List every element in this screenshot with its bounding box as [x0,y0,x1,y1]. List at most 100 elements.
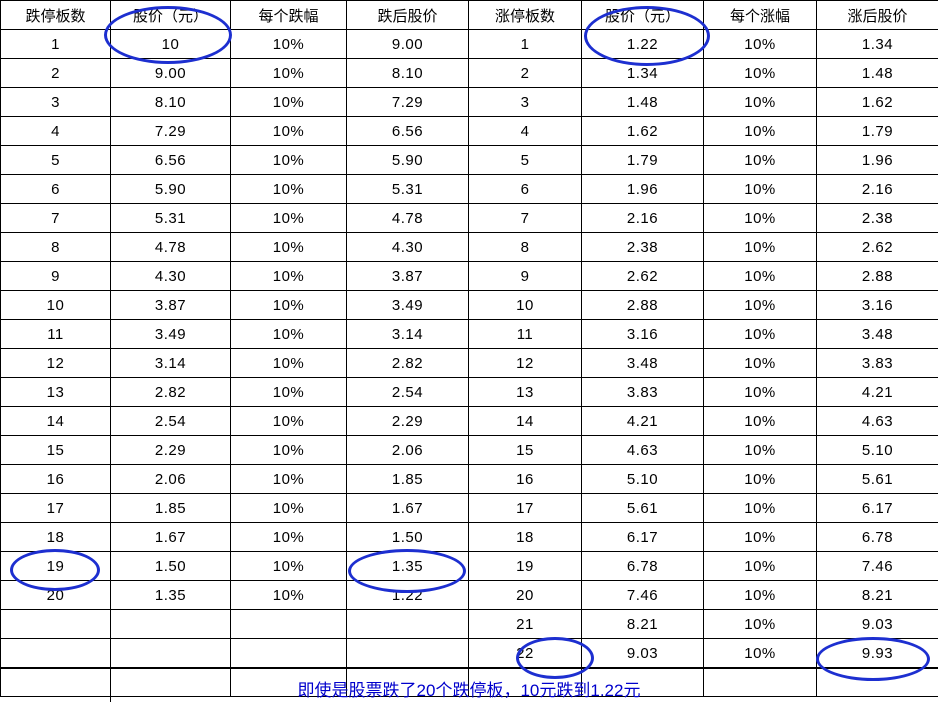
table-row: 17 5.61 10% 6.17 [468,493,938,523]
table-cell: 5.90 [110,174,231,204]
table-cell: 2.62 [581,261,704,291]
table-cell: 10% [703,116,817,146]
table-cell: 3 [0,87,111,117]
bottom-left-cell-divider [0,668,111,702]
table-row: 6 5.90 10% 5.31 [0,174,469,204]
table-cell [0,638,111,668]
table-cell: 6.78 [581,551,704,581]
column-header: 跌停板数 [0,0,111,30]
table-row: 1 10 10% 9.00 [0,29,469,59]
table-cell: 1.48 [581,87,704,117]
table-row: 15 4.63 10% 5.10 [468,435,938,465]
table-header-row: 跌停板数 股价（元） 每个跌幅 跌后股价 [0,0,469,30]
table-cell: 3.14 [346,319,469,349]
table-cell: 4.63 [816,406,938,436]
table-cell: 10% [703,290,817,320]
table-cell: 10% [230,174,347,204]
table-cell: 2.82 [346,348,469,378]
table-cell: 3.14 [110,348,231,378]
table-cell: 10% [703,638,817,668]
table-cell: 1.67 [110,522,231,552]
table-row: 1 1.22 10% 1.34 [468,29,938,59]
table-cell: 10% [230,522,347,552]
table-cell: 15 [468,435,582,465]
table-cell: 7.46 [581,580,704,610]
table-cell: 2.88 [581,290,704,320]
column-header: 跌后股价 [346,0,469,30]
table-cell: 21 [468,609,582,639]
table-cell: 10% [230,58,347,88]
table-cell: 5.90 [346,145,469,175]
table-row: 18 1.67 10% 1.50 [0,522,469,552]
table-cell: 1.35 [346,551,469,581]
table-cell: 10% [703,87,817,117]
table-cell: 2.29 [346,406,469,436]
table-cell: 3.16 [581,319,704,349]
table-cell: 4.21 [816,377,938,407]
table-cell: 10% [703,609,817,639]
table-cell: 11 [468,319,582,349]
table-cell: 17 [0,493,111,523]
table-row: 16 2.06 10% 1.85 [0,464,469,494]
table-cell: 5.31 [110,203,231,233]
table-row: 20 7.46 10% 8.21 [468,580,938,610]
right-table: 涨停板数 股价（元） 每个涨幅 涨后股价 1 1.22 10% 1.34 2 1.34 10% 1.4… [468,0,938,697]
table-cell: 1.34 [816,29,938,59]
table-cell: 10% [703,435,817,465]
column-header: 涨停板数 [468,0,582,30]
table-cell: 5.10 [816,435,938,465]
table-cell: 15 [0,435,111,465]
table-cell [346,609,469,639]
table-cell: 4 [0,116,111,146]
table-cell: 12 [468,348,582,378]
table-row: 8 2.38 10% 2.62 [468,232,938,262]
table-cell: 10% [703,58,817,88]
table-cell: 3.87 [346,261,469,291]
table-cell: 10% [703,580,817,610]
table-cell: 3.16 [816,290,938,320]
table-cell: 1.22 [581,29,704,59]
table-cell: 1 [468,29,582,59]
table-cell: 12 [0,348,111,378]
table-cell: 10% [230,493,347,523]
table-row: 18 6.17 10% 6.78 [468,522,938,552]
table-cell [230,638,347,668]
table-cell [230,609,347,639]
table-row [0,667,469,697]
table-cell: 10% [230,348,347,378]
table-cell: 10% [230,551,347,581]
table-cell: 10% [703,319,817,349]
table-cell: 2.38 [581,232,704,262]
table-cell: 4.21 [581,406,704,436]
table-cell: 4.30 [346,232,469,262]
table-cell: 10% [230,116,347,146]
table-cell: 10% [230,232,347,262]
table-row: 4 1.62 10% 1.79 [468,116,938,146]
table-cell: 2.38 [816,203,938,233]
table-cell: 16 [0,464,111,494]
table-cell: 2.06 [346,435,469,465]
table-cell: 2.06 [110,464,231,494]
table-cell: 6.17 [581,522,704,552]
table-cell: 1 [0,29,111,59]
table-cell: 10% [230,406,347,436]
table-cell: 10% [230,203,347,233]
table-cell: 5.31 [346,174,469,204]
table-cell: 5.10 [581,464,704,494]
table-cell: 3.87 [110,290,231,320]
table-cell: 10% [703,261,817,291]
table-cell: 10% [230,29,347,59]
table-row: 8 4.78 10% 4.30 [0,232,469,262]
column-header: 股价（元） [110,0,231,30]
table-cell: 9.00 [110,58,231,88]
table-cell: 1.50 [346,522,469,552]
table-cell: 8.21 [816,580,938,610]
table-cell [230,667,347,697]
table-cell: 2 [0,58,111,88]
table-row: 21 8.21 10% 9.03 [468,609,938,639]
table-cell: 3.83 [581,377,704,407]
table-cell: 10% [703,464,817,494]
table-cell: 1.79 [581,145,704,175]
table-cell: 1.79 [816,116,938,146]
table-cell: 5 [468,145,582,175]
